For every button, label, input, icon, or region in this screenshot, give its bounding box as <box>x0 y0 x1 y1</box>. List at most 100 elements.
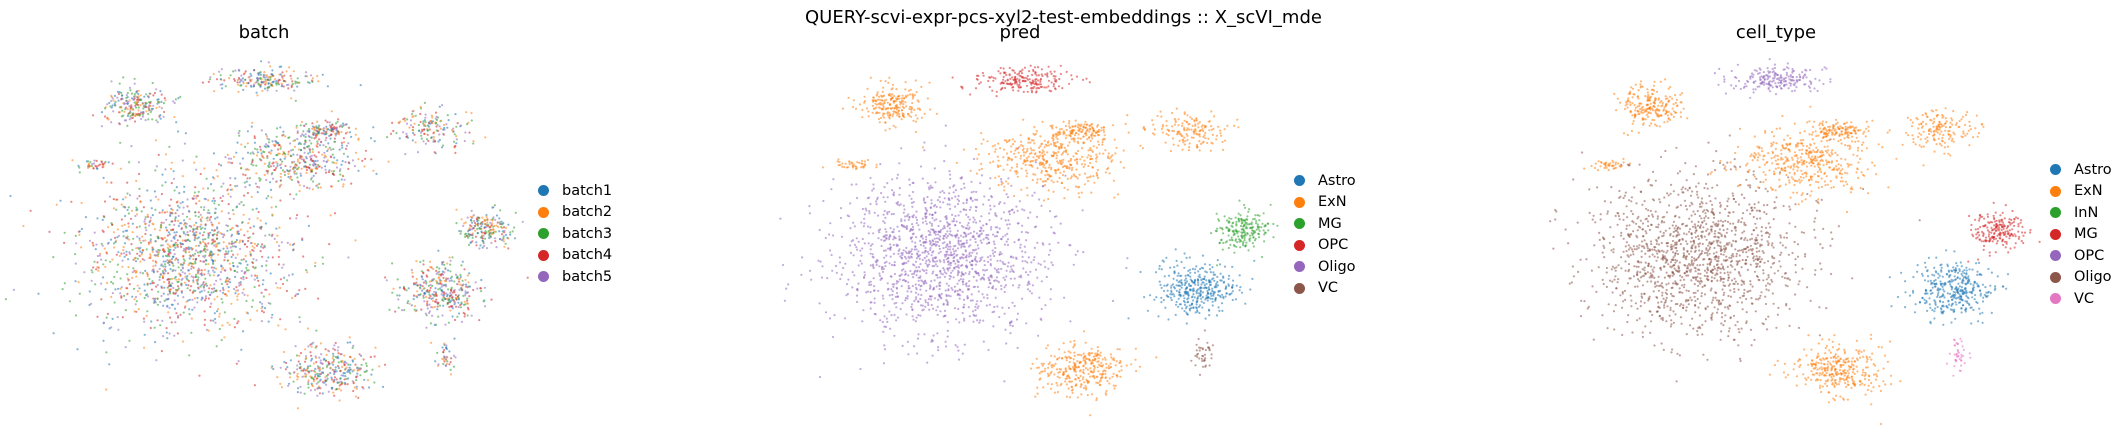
data-point <box>406 302 408 304</box>
data-point <box>205 243 207 245</box>
data-point <box>1012 302 1014 304</box>
data-point <box>892 290 894 292</box>
data-point <box>900 147 902 149</box>
data-point <box>1009 271 1011 273</box>
data-point <box>350 136 352 138</box>
data-point <box>64 282 66 284</box>
data-point <box>177 220 179 222</box>
data-point <box>247 294 249 296</box>
data-point <box>141 210 143 212</box>
data-point <box>884 222 886 224</box>
data-point <box>953 218 955 220</box>
data-point <box>168 307 170 309</box>
data-point <box>289 193 291 195</box>
data-point <box>261 129 263 131</box>
data-point <box>225 293 227 295</box>
data-point <box>205 259 207 261</box>
data-point <box>243 82 245 84</box>
data-point <box>202 241 204 243</box>
data-point <box>359 374 361 376</box>
data-point <box>421 275 423 277</box>
data-point <box>167 243 169 245</box>
data-point <box>275 282 277 284</box>
data-point <box>856 237 858 239</box>
data-point <box>117 329 119 331</box>
data-point <box>1003 380 1005 382</box>
data-point <box>137 93 139 95</box>
data-point <box>213 283 215 285</box>
data-point <box>466 298 468 300</box>
data-point <box>296 138 298 140</box>
data-point <box>939 235 941 237</box>
data-point <box>969 252 971 254</box>
data-point <box>126 237 128 239</box>
data-point <box>315 330 317 332</box>
data-point <box>303 125 305 127</box>
data-point <box>152 251 154 253</box>
data-point <box>200 224 202 226</box>
data-point <box>182 159 184 161</box>
data-point <box>1012 325 1014 327</box>
data-point <box>449 309 451 311</box>
data-point <box>314 368 316 370</box>
data-point <box>872 183 874 185</box>
data-point <box>913 345 915 347</box>
data-point <box>308 135 310 137</box>
data-point <box>937 199 939 201</box>
data-point <box>962 353 964 355</box>
data-point <box>268 141 270 143</box>
data-point <box>242 330 244 332</box>
data-point <box>182 340 184 342</box>
data-point <box>309 351 311 353</box>
data-point <box>147 283 149 285</box>
data-point <box>157 284 159 286</box>
data-point <box>989 205 991 207</box>
data-point <box>887 288 889 290</box>
data-point <box>868 210 870 212</box>
data-point <box>119 142 121 144</box>
data-point <box>1011 209 1013 211</box>
data-point <box>197 269 199 271</box>
data-point <box>167 298 169 300</box>
data-point <box>924 113 926 115</box>
data-point <box>223 259 225 261</box>
data-point <box>331 186 333 188</box>
data-point <box>252 233 254 235</box>
data-point <box>256 94 258 96</box>
data-point <box>262 279 264 281</box>
data-point <box>152 223 154 225</box>
data-point <box>128 161 130 163</box>
data-point <box>865 209 867 211</box>
data-point <box>341 147 343 149</box>
data-point <box>135 101 137 103</box>
data-point <box>413 298 415 300</box>
data-point <box>444 268 446 270</box>
data-point <box>123 252 125 254</box>
data-point <box>970 206 972 208</box>
data-point <box>888 211 890 213</box>
data-point <box>895 126 897 128</box>
data-point <box>174 253 176 255</box>
data-point <box>279 383 281 385</box>
data-point <box>334 349 336 351</box>
data-point <box>867 110 869 112</box>
data-point <box>214 218 216 220</box>
data-point <box>232 254 234 256</box>
data-point <box>298 82 300 84</box>
data-point <box>250 254 252 256</box>
data-point <box>340 389 342 391</box>
data-point <box>947 261 949 263</box>
data-point <box>239 81 241 83</box>
data-point <box>410 119 412 121</box>
data-point <box>483 241 485 243</box>
data-point <box>134 105 136 107</box>
data-point <box>949 278 951 280</box>
data-point <box>216 345 218 347</box>
data-point <box>316 75 318 77</box>
data-point <box>422 260 424 262</box>
data-point <box>255 165 257 167</box>
data-point <box>178 281 180 283</box>
data-point <box>490 242 492 244</box>
data-point <box>163 102 165 104</box>
data-point <box>912 315 914 317</box>
